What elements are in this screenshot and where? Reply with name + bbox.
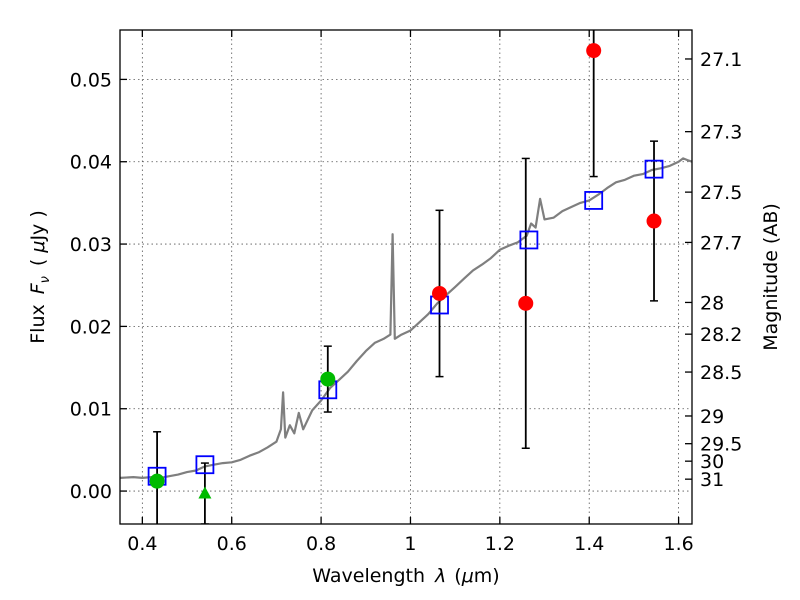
y-tick-label: 0.00 (70, 481, 112, 503)
y-label-symbol-sub: ν (38, 276, 53, 283)
y-label-symbol: F (27, 282, 49, 294)
magnitude-tick-label: 29.5 (700, 434, 742, 456)
model-square-marker (195, 455, 215, 475)
y-label-unit-mu: μ (27, 241, 49, 254)
low-sn-marker (646, 213, 662, 229)
y-label-prefix: Flux (27, 304, 49, 344)
magnitude-tick-label: 27.3 (700, 122, 742, 144)
plot-frame (119, 29, 693, 525)
detection-marker (149, 473, 165, 489)
x-label-unit-mu: μ (461, 565, 474, 587)
magnitude-axis-label: Magnitude (AB) (760, 203, 782, 351)
model-square-marker (584, 191, 604, 210)
x-tick-label: 0.8 (306, 533, 336, 555)
magnitude-tick-label: 27.1 (700, 49, 742, 71)
x-tick-label: 0.6 (217, 533, 247, 555)
y-label-unit-open: ( (27, 259, 49, 266)
x-label-unit-open: ( (454, 565, 461, 587)
y-label-unit-rest: Jy ) (27, 210, 49, 241)
x-tick-label: 1 (404, 533, 416, 555)
y-tick-label: 0.02 (70, 316, 112, 338)
y-axis-ticks: 0.00 0.01 0.02 0.03 0.04 0.05 (70, 69, 127, 503)
y-axis-label: Flux Fν ( μJy ) (27, 210, 53, 344)
magnitude-tick-label: 28.2 (700, 324, 742, 346)
marker-layer (147, 43, 664, 499)
y-tick-label: 0.05 (70, 69, 112, 91)
magnitude-tick-label: 27.7 (700, 232, 742, 254)
magnitude-tick-label: 28.5 (700, 362, 742, 384)
y-tick-label: 0.03 (70, 234, 112, 256)
y-tick-label: 0.04 (70, 152, 112, 174)
y-tick-label: 0.01 (70, 399, 112, 421)
low-sn-marker (586, 43, 602, 59)
x-label-prefix: Wavelength (312, 565, 425, 587)
x-label-symbol: λ (434, 565, 446, 587)
low-sn-marker (518, 295, 534, 311)
magnitude-tick-label: 31 (700, 469, 724, 491)
sed-model-layer (120, 157, 692, 479)
x-tick-label: 1.2 (485, 533, 515, 555)
detection-marker (320, 371, 336, 387)
model-square-marker (644, 159, 664, 179)
model-square-marker (519, 230, 539, 250)
x-tick-label: 1.6 (663, 533, 693, 555)
x-axis-label: Wavelength λ (μm) (312, 565, 499, 587)
sed-model-line (120, 157, 692, 479)
upper-limit-marker (198, 486, 212, 499)
x-label-unit-rest: m) (474, 565, 500, 587)
x-axis-ticks: 0.4 0.6 0.8 1 1.2 1.4 1.6 (127, 30, 694, 555)
magnitude-tick-label: 27.5 (700, 182, 742, 204)
x-tick-label: 0.4 (127, 533, 157, 555)
magnitude-tick-label: 30 (700, 451, 724, 473)
grid-lines (120, 30, 692, 524)
low-sn-marker (432, 285, 448, 301)
magnitude-tick-label: 28 (700, 292, 724, 314)
x-tick-label: 1.4 (574, 533, 604, 555)
magnitude-tick-label: 29 (700, 406, 724, 428)
